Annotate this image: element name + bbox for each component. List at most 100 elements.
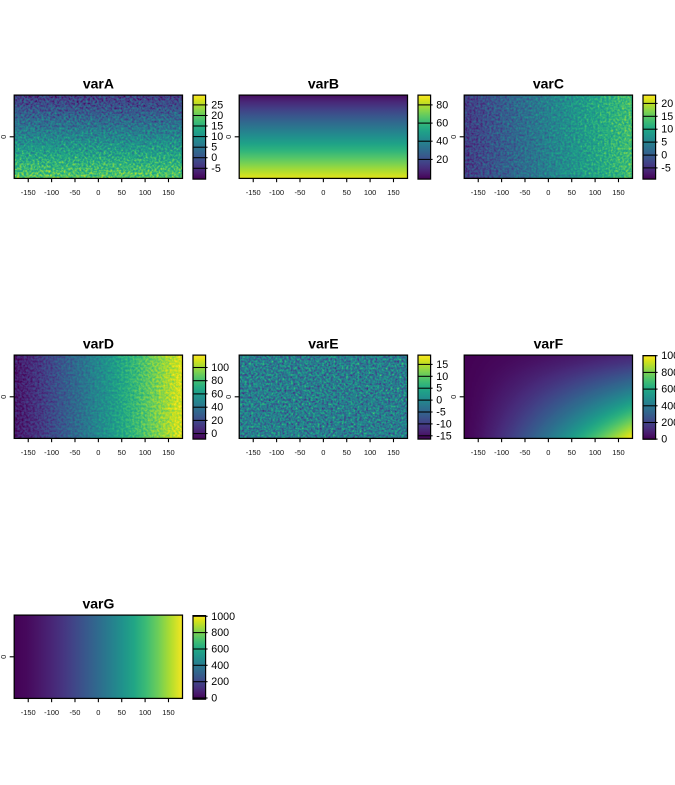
svg-text:40: 40 bbox=[211, 402, 223, 414]
svg-text:150: 150 bbox=[162, 448, 175, 457]
svg-text:-150: -150 bbox=[21, 708, 36, 717]
svg-text:50: 50 bbox=[118, 708, 126, 717]
svg-text:0: 0 bbox=[661, 150, 667, 162]
svg-text:-5: -5 bbox=[661, 162, 671, 174]
svg-text:100: 100 bbox=[364, 188, 377, 197]
svg-text:0: 0 bbox=[0, 655, 8, 659]
svg-text:0: 0 bbox=[436, 395, 442, 407]
svg-text:15: 15 bbox=[661, 111, 673, 123]
svg-text:-150: -150 bbox=[21, 448, 36, 457]
svg-text:10: 10 bbox=[211, 131, 223, 143]
svg-text:0: 0 bbox=[211, 428, 217, 440]
svg-text:0: 0 bbox=[224, 135, 233, 139]
svg-text:-50: -50 bbox=[70, 448, 81, 457]
svg-text:60: 60 bbox=[211, 388, 223, 400]
svg-text:0: 0 bbox=[0, 135, 8, 139]
svg-text:-50: -50 bbox=[295, 188, 306, 197]
svg-text:100: 100 bbox=[139, 448, 152, 457]
svg-text:10: 10 bbox=[436, 371, 448, 383]
svg-text:0: 0 bbox=[661, 434, 667, 446]
svg-text:25: 25 bbox=[211, 99, 223, 111]
svg-text:-50: -50 bbox=[70, 188, 81, 197]
svg-text:varE: varE bbox=[308, 336, 338, 352]
svg-text:-100: -100 bbox=[44, 188, 59, 197]
svg-text:800: 800 bbox=[661, 367, 675, 379]
svg-text:20: 20 bbox=[661, 98, 673, 110]
svg-text:-150: -150 bbox=[471, 448, 486, 457]
svg-text:400: 400 bbox=[661, 400, 675, 412]
svg-text:10: 10 bbox=[661, 124, 673, 136]
svg-text:50: 50 bbox=[568, 188, 576, 197]
svg-text:5: 5 bbox=[436, 383, 442, 395]
svg-text:15: 15 bbox=[436, 359, 448, 371]
svg-text:-150: -150 bbox=[471, 188, 486, 197]
svg-text:50: 50 bbox=[568, 448, 576, 457]
svg-text:-50: -50 bbox=[520, 188, 531, 197]
svg-text:40: 40 bbox=[436, 136, 448, 148]
svg-text:50: 50 bbox=[118, 188, 126, 197]
svg-text:0: 0 bbox=[546, 448, 550, 457]
svg-text:varD: varD bbox=[83, 336, 114, 352]
svg-text:-100: -100 bbox=[494, 188, 509, 197]
svg-text:80: 80 bbox=[211, 375, 223, 387]
svg-text:50: 50 bbox=[343, 188, 351, 197]
svg-text:-50: -50 bbox=[70, 708, 81, 717]
svg-text:100: 100 bbox=[139, 708, 152, 717]
svg-text:150: 150 bbox=[162, 708, 175, 717]
svg-text:varA: varA bbox=[83, 76, 114, 92]
svg-text:-100: -100 bbox=[269, 448, 284, 457]
svg-text:-15: -15 bbox=[436, 430, 452, 442]
svg-text:150: 150 bbox=[612, 188, 625, 197]
svg-text:varC: varC bbox=[533, 76, 564, 92]
svg-text:-100: -100 bbox=[494, 448, 509, 457]
svg-text:50: 50 bbox=[118, 448, 126, 457]
svg-text:200: 200 bbox=[661, 417, 675, 429]
svg-text:5: 5 bbox=[211, 142, 217, 154]
svg-text:150: 150 bbox=[162, 188, 175, 197]
svg-text:100: 100 bbox=[139, 188, 152, 197]
svg-text:varB: varB bbox=[308, 76, 339, 92]
svg-text:1000: 1000 bbox=[661, 350, 675, 362]
svg-text:80: 80 bbox=[436, 99, 448, 111]
svg-text:-10: -10 bbox=[436, 418, 452, 430]
svg-text:0: 0 bbox=[449, 395, 458, 399]
svg-text:0: 0 bbox=[321, 188, 325, 197]
svg-text:600: 600 bbox=[661, 384, 675, 396]
svg-text:20: 20 bbox=[211, 415, 223, 427]
svg-text:-150: -150 bbox=[21, 188, 36, 197]
svg-text:100: 100 bbox=[589, 188, 602, 197]
svg-text:400: 400 bbox=[211, 660, 229, 672]
svg-text:-50: -50 bbox=[520, 448, 531, 457]
svg-text:-100: -100 bbox=[44, 448, 59, 457]
svg-text:0: 0 bbox=[449, 135, 458, 139]
svg-text:200: 200 bbox=[211, 676, 229, 688]
svg-text:-50: -50 bbox=[295, 448, 306, 457]
svg-text:50: 50 bbox=[343, 448, 351, 457]
svg-text:0: 0 bbox=[224, 395, 233, 399]
svg-text:60: 60 bbox=[436, 118, 448, 130]
svg-text:0: 0 bbox=[211, 693, 217, 705]
svg-text:600: 600 bbox=[211, 644, 229, 656]
svg-text:150: 150 bbox=[387, 448, 400, 457]
svg-text:150: 150 bbox=[387, 188, 400, 197]
svg-text:-150: -150 bbox=[246, 188, 261, 197]
svg-text:150: 150 bbox=[612, 448, 625, 457]
svg-text:0: 0 bbox=[211, 152, 217, 164]
svg-text:-100: -100 bbox=[269, 188, 284, 197]
svg-text:-5: -5 bbox=[436, 407, 446, 419]
svg-text:0: 0 bbox=[321, 448, 325, 457]
svg-text:varF: varF bbox=[534, 336, 564, 352]
svg-text:-5: -5 bbox=[211, 163, 221, 175]
svg-text:0: 0 bbox=[96, 448, 100, 457]
svg-text:0: 0 bbox=[0, 395, 8, 399]
svg-text:varG: varG bbox=[82, 596, 114, 612]
svg-text:100: 100 bbox=[211, 362, 229, 374]
svg-text:-100: -100 bbox=[44, 708, 59, 717]
svg-text:20: 20 bbox=[436, 154, 448, 166]
svg-text:1000: 1000 bbox=[211, 611, 235, 623]
svg-text:-150: -150 bbox=[246, 448, 261, 457]
svg-text:100: 100 bbox=[364, 448, 377, 457]
svg-text:20: 20 bbox=[211, 110, 223, 122]
svg-text:0: 0 bbox=[96, 188, 100, 197]
svg-text:100: 100 bbox=[589, 448, 602, 457]
